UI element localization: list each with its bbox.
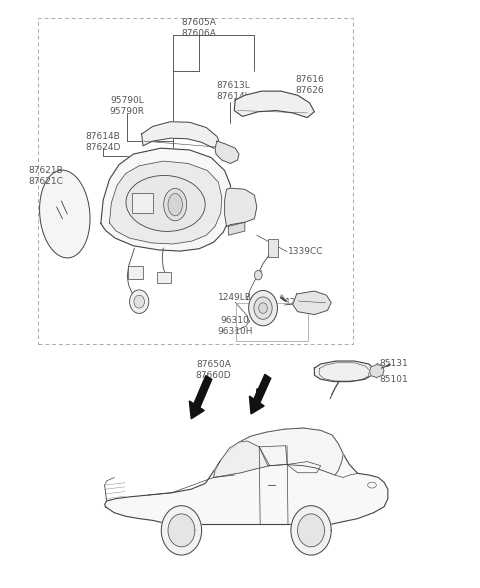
Text: 1243BC: 1243BC	[285, 298, 320, 307]
Bar	[236, 303, 308, 341]
Polygon shape	[293, 291, 331, 315]
FancyBboxPatch shape	[268, 239, 278, 257]
Text: 95790L
95790R: 95790L 95790R	[110, 96, 144, 116]
FancyBboxPatch shape	[157, 272, 171, 283]
Text: 87605A
87606A: 87605A 87606A	[182, 18, 216, 38]
Ellipse shape	[168, 193, 182, 216]
Polygon shape	[370, 365, 384, 377]
Polygon shape	[298, 514, 324, 547]
Polygon shape	[254, 375, 271, 403]
Polygon shape	[225, 188, 257, 226]
Circle shape	[249, 290, 277, 326]
Polygon shape	[142, 122, 221, 148]
Text: 85101: 85101	[379, 375, 408, 385]
Text: 87621B
87621C: 87621B 87621C	[28, 166, 63, 186]
Ellipse shape	[126, 175, 205, 232]
Polygon shape	[291, 506, 331, 555]
Text: 85131: 85131	[379, 359, 408, 368]
Circle shape	[130, 290, 149, 313]
Circle shape	[259, 303, 267, 313]
Text: 96310
96310H: 96310 96310H	[217, 316, 253, 336]
Text: 87614B
87624D: 87614B 87624D	[85, 132, 121, 152]
Polygon shape	[228, 222, 245, 235]
Polygon shape	[189, 401, 204, 419]
Polygon shape	[250, 396, 264, 414]
Text: 1339CC: 1339CC	[288, 247, 324, 256]
Text: 1249LB: 1249LB	[218, 293, 252, 302]
Circle shape	[134, 295, 144, 308]
Text: 87613L
87614L: 87613L 87614L	[216, 81, 250, 101]
Circle shape	[254, 270, 262, 280]
Ellipse shape	[164, 188, 187, 220]
Text: 87650A
87660D: 87650A 87660D	[196, 360, 231, 380]
FancyBboxPatch shape	[128, 266, 143, 279]
Polygon shape	[161, 506, 202, 555]
Polygon shape	[214, 428, 343, 477]
Bar	[38, 18, 353, 344]
Polygon shape	[214, 441, 270, 477]
Polygon shape	[39, 170, 90, 258]
Text: 87616
87626: 87616 87626	[295, 75, 324, 95]
Polygon shape	[101, 148, 231, 251]
Circle shape	[254, 297, 272, 319]
Polygon shape	[194, 376, 212, 407]
Polygon shape	[109, 161, 222, 244]
Polygon shape	[234, 91, 314, 118]
Polygon shape	[105, 428, 388, 530]
Polygon shape	[168, 514, 195, 547]
Polygon shape	[314, 361, 373, 382]
Polygon shape	[215, 141, 239, 163]
FancyBboxPatch shape	[132, 193, 153, 213]
